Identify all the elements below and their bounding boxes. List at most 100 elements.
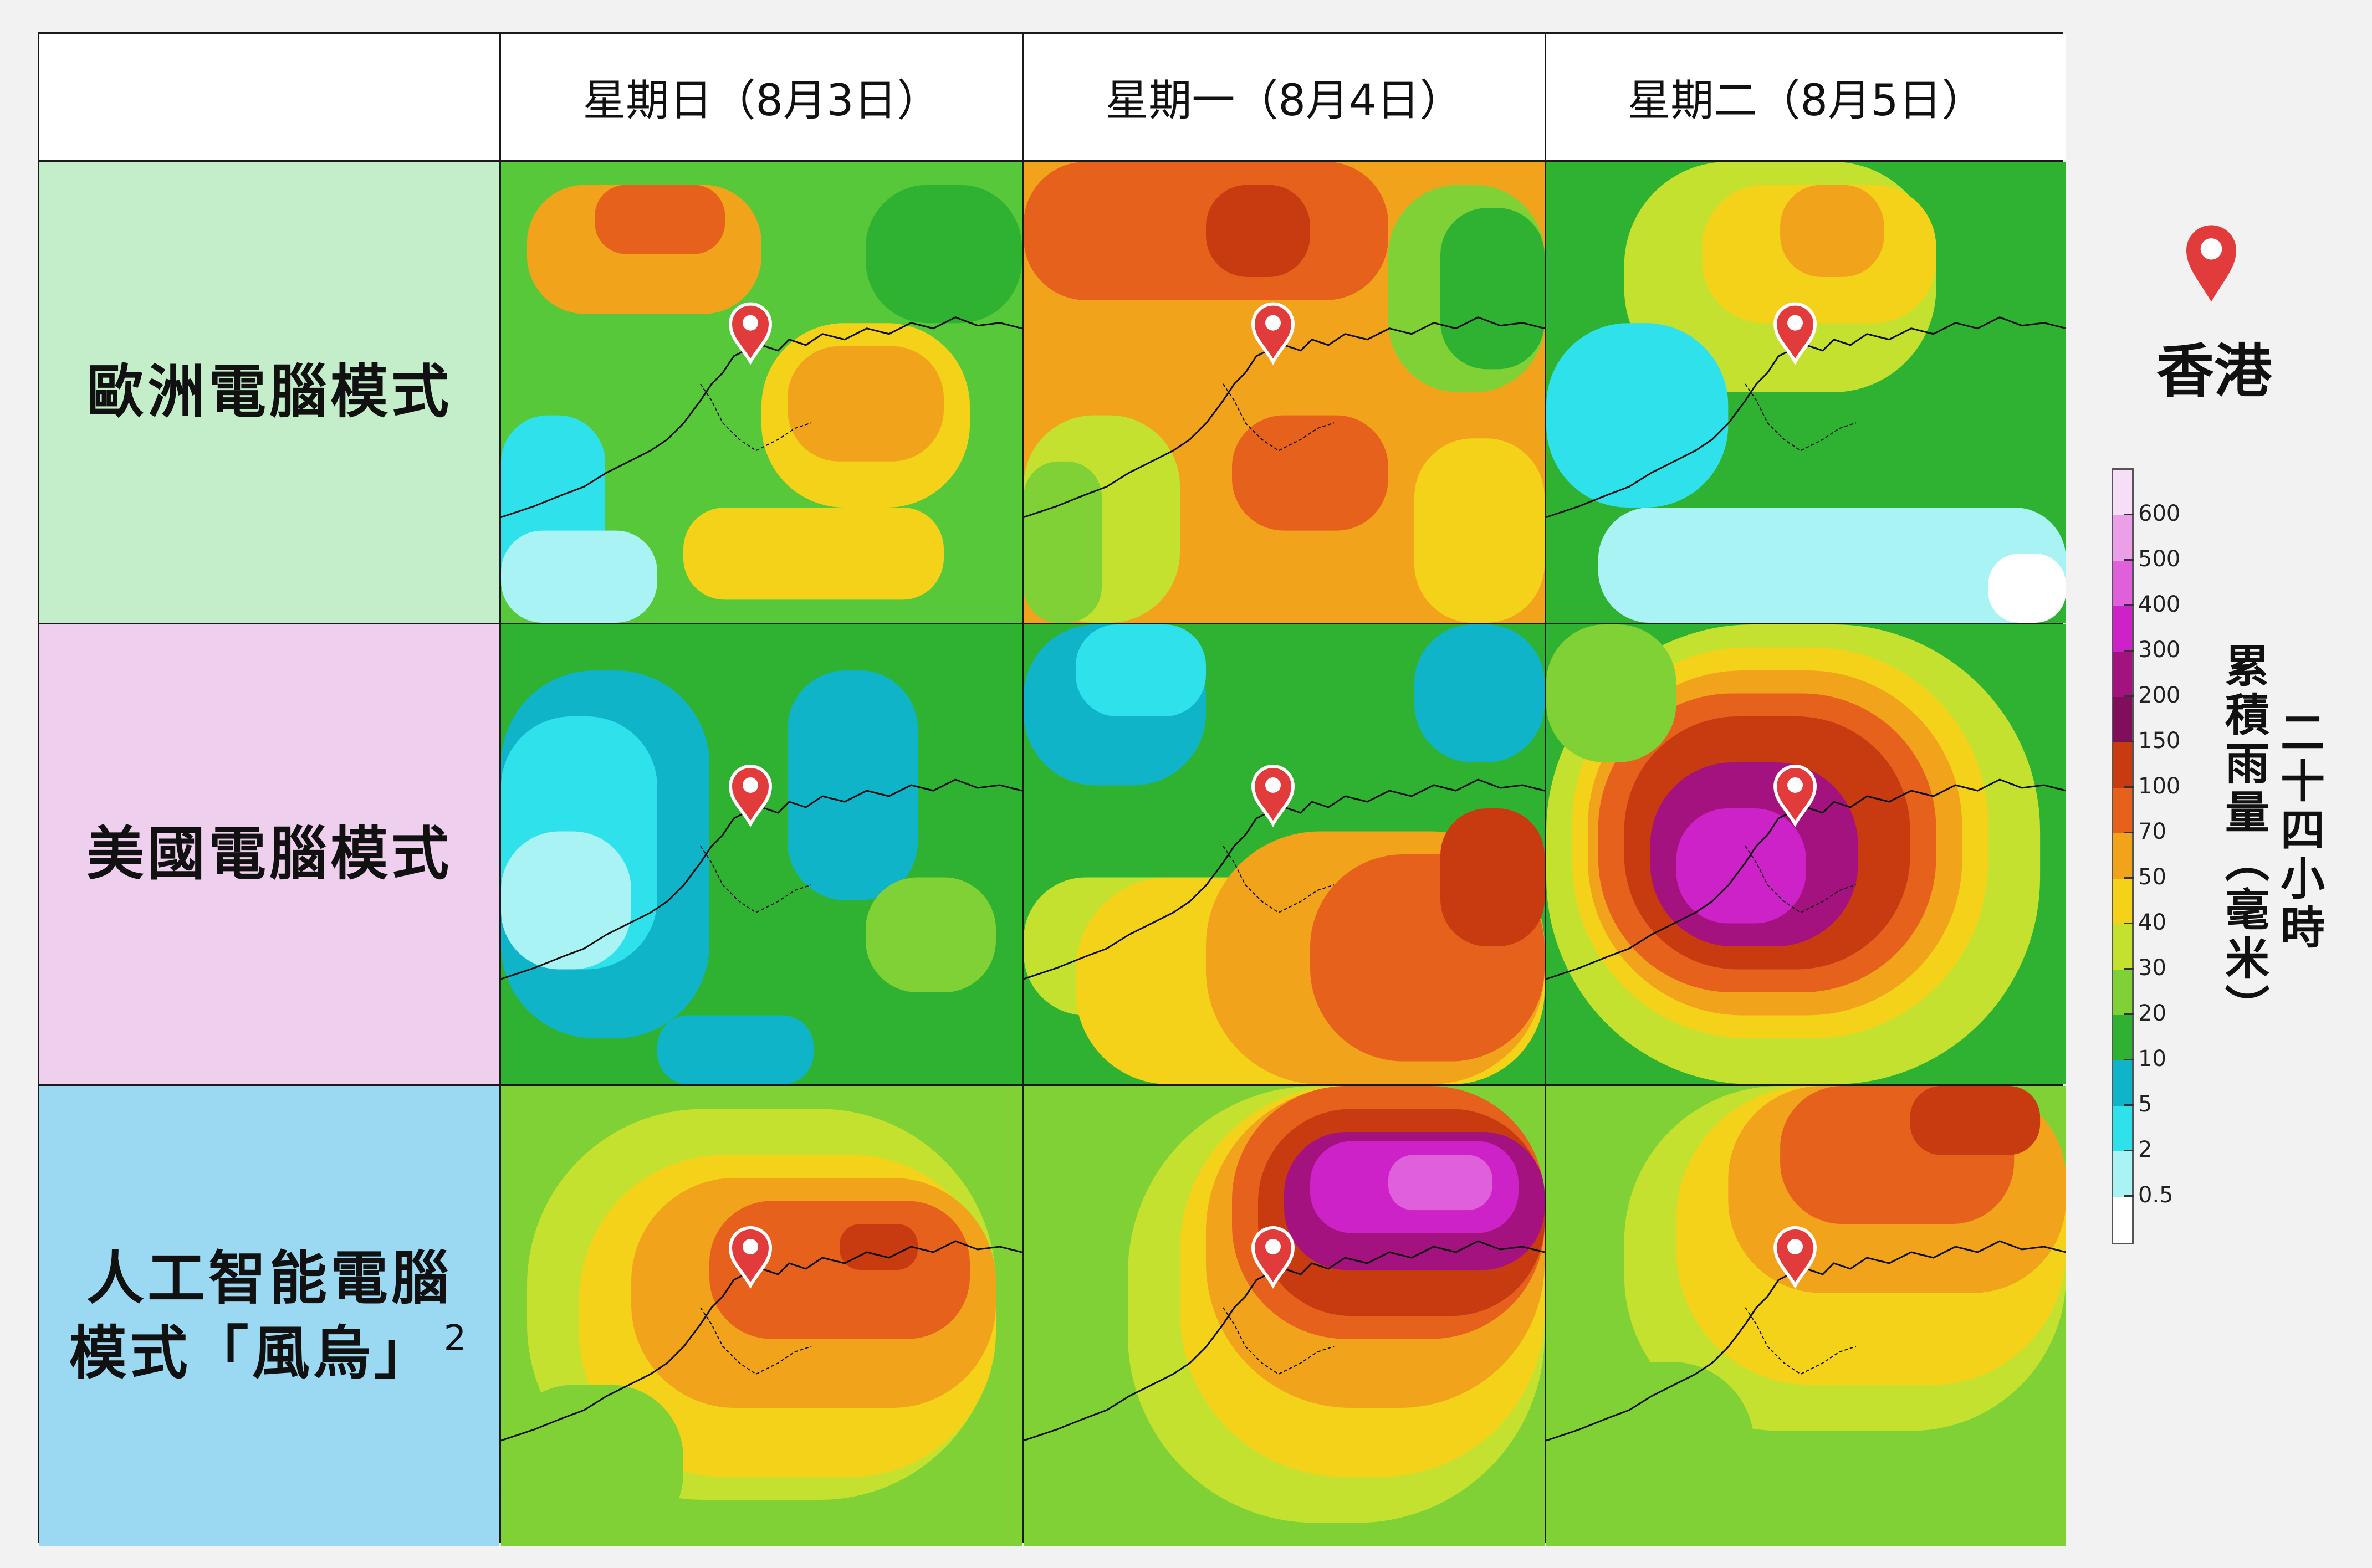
- rainfall-area: [788, 670, 918, 900]
- rainfall-area: [1598, 508, 2066, 623]
- rainfall-area: [501, 530, 657, 623]
- colorbar-tick-mark: [2124, 695, 2134, 697]
- rainfall-area: [683, 508, 944, 600]
- colorbar-tick-mark: [2124, 1195, 2134, 1197]
- islands-outline: [1223, 1307, 1335, 1375]
- rainfall-area: [1546, 323, 1729, 508]
- colorbar-segment: [2113, 470, 2132, 516]
- col-header-monday: 星期一（8月4日）: [1024, 34, 1545, 160]
- colorbar-tick-label: 200: [2138, 683, 2181, 708]
- colorbar-tick-label: 100: [2138, 773, 2181, 799]
- rainfall-map: [1546, 162, 2066, 623]
- map-gfs-tue: [1546, 624, 2066, 1084]
- map-ai-sun: [501, 1086, 1022, 1546]
- colorbar-tick-mark: [2124, 786, 2134, 788]
- location-pin-icon: [2186, 225, 2236, 302]
- rainfall-area: [1232, 415, 1388, 531]
- islands-outline: [700, 383, 812, 452]
- rainfall-area: [595, 185, 725, 254]
- rainfall-map: [1024, 162, 1545, 623]
- row-label-gfs-text: 美國電腦模式: [86, 820, 452, 888]
- colorbar-tick-label: 0.5: [2138, 1182, 2174, 1208]
- colorbar-tick-mark: [2124, 968, 2134, 970]
- rainfall-area: [1206, 185, 1310, 277]
- rainfall-area: [501, 831, 631, 970]
- colorbar-tick-label: 2: [2138, 1137, 2153, 1162]
- hong-kong-pin-icon: [728, 1226, 773, 1289]
- colorbar-tick-label: 30: [2138, 955, 2166, 981]
- rainfall-area: [1076, 624, 1206, 716]
- colorbar-tick-mark: [2124, 741, 2134, 742]
- rainfall-area: [1780, 185, 1884, 277]
- forecast-table: 星期日（8月3日） 星期一（8月4日） 星期二（8月5日） 歐洲電腦模式 美國電…: [38, 32, 2066, 1546]
- colorbar-segment: [2113, 1197, 2132, 1243]
- hong-kong-pin-icon: [1251, 765, 1295, 828]
- colorbar-tick-mark: [2124, 1059, 2134, 1060]
- colorbar-segment: [2113, 833, 2132, 879]
- colorbar-segment: [2113, 606, 2132, 652]
- islands-outline: [700, 1307, 812, 1375]
- colorbar-tick-label: 500: [2138, 546, 2181, 572]
- hong-kong-pin-icon: [1773, 302, 1817, 365]
- rainfall-area: [1546, 1362, 1755, 1546]
- colorbar-tick-mark: [2124, 604, 2134, 606]
- rainfall-area: [1388, 1155, 1492, 1211]
- colorbar-tick-label: 70: [2138, 819, 2166, 844]
- rainfall-area: [840, 1224, 918, 1270]
- islands-outline: [1223, 383, 1335, 452]
- colorbar-tick-mark: [2124, 923, 2134, 924]
- colorbar-tick-mark: [2124, 650, 2134, 652]
- colorbar-segment: [2113, 1106, 2132, 1152]
- hong-kong-pin-icon: [1251, 1226, 1295, 1289]
- colorbar-segment: [2113, 879, 2132, 925]
- legend-place-label: 香港: [2156, 337, 2272, 405]
- colorbar-segment: [2113, 742, 2132, 788]
- islands-outline: [1223, 846, 1335, 914]
- map-ai-mon: [1024, 1086, 1545, 1546]
- colorbar-tick-label: 40: [2138, 910, 2166, 935]
- colorbar-tick-label: 400: [2138, 592, 2181, 617]
- rainfall-map: [501, 624, 1022, 1084]
- header-empty: [39, 34, 499, 160]
- islands-outline: [700, 846, 812, 914]
- colorbar-tick-mark: [2124, 1013, 2134, 1015]
- row-label-ai-line2: 模式「風烏」: [69, 1319, 435, 1387]
- rainfall-area: [1440, 208, 1545, 370]
- row-label-ecmwf: 歐洲電腦模式: [39, 162, 499, 623]
- colorbar-tick-mark: [2124, 1104, 2134, 1106]
- map-gfs-mon: [1024, 624, 1545, 1084]
- rainfall-map: [501, 1086, 1022, 1546]
- rainfall-map: [501, 162, 1022, 623]
- islands-outline: [1745, 383, 1857, 452]
- colorbar-segment: [2113, 1015, 2132, 1061]
- rainfall-area: [1440, 808, 1545, 946]
- colorbar-tick-mark: [2124, 559, 2134, 561]
- colorbar-tick-label: 5: [2138, 1092, 2153, 1117]
- col-header-sunday: 星期日（8月3日）: [501, 34, 1022, 160]
- colorbar-segment: [2113, 970, 2132, 1016]
- row-label-ai: 人工智能電腦 模式「風烏」 2: [39, 1086, 499, 1546]
- rainfall-area: [866, 185, 1022, 324]
- legend-title-col2: 二十四小時: [2273, 709, 2325, 953]
- colorbar-tick-label: 600: [2138, 501, 2181, 526]
- rainfall-area: [657, 1015, 814, 1084]
- rainfall-area: [788, 346, 944, 462]
- rainfall-map: [1024, 624, 1545, 1084]
- colorbar-segment: [2113, 515, 2132, 561]
- hong-kong-pin-icon: [728, 302, 773, 365]
- colorbar-tick-mark: [2124, 1150, 2134, 1151]
- rainfall-map: [1024, 1086, 1545, 1546]
- map-ecmwf-tue: [1546, 162, 2066, 623]
- rainfall-area: [501, 1385, 683, 1546]
- colorbar-tick-label: 20: [2138, 1001, 2166, 1026]
- colorbar-segment: [2113, 652, 2132, 698]
- rainfall-map: [1546, 1086, 2066, 1546]
- rainfall-area: [1414, 624, 1545, 762]
- colorbar-segment: [2113, 1151, 2132, 1197]
- hong-kong-pin-icon: [1773, 765, 1817, 828]
- row-label-ai-line1: 人工智能電腦: [86, 1244, 452, 1312]
- hong-kong-pin-icon: [1251, 302, 1295, 365]
- hong-kong-pin-icon: [1773, 1226, 1817, 1289]
- colorbar-tick-label: 150: [2138, 728, 2181, 754]
- rainfall-area: [1676, 808, 1806, 924]
